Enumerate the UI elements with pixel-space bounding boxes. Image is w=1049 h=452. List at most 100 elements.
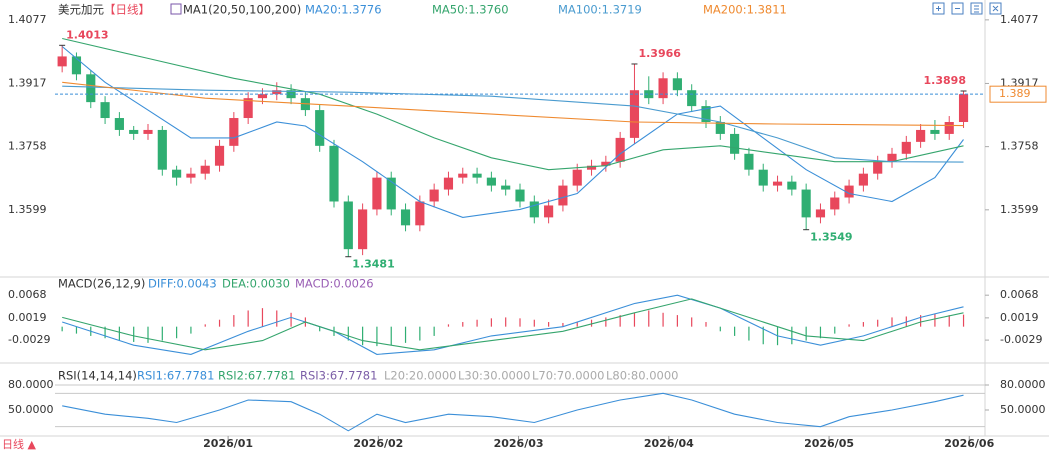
candle-body: [715, 122, 725, 134]
indicator-line: [62, 294, 964, 355]
extreme-label: 1.3481: [352, 258, 394, 271]
candle-body: [958, 94, 969, 123]
indicator-line: [61, 46, 964, 218]
y-tick-label: 80.0000: [8, 378, 54, 391]
indicator-line: [62, 85, 964, 163]
candle-body: [901, 141, 911, 154]
candle-body: [672, 78, 682, 91]
candle-body: [214, 145, 225, 166]
extreme-label: 1.4013: [66, 28, 108, 41]
candle-body: [701, 106, 711, 123]
candle-body: [400, 209, 411, 226]
candle-body: [472, 173, 482, 178]
settings-button[interactable]: [970, 2, 983, 15]
x-tick-label: 2026/04: [644, 437, 694, 450]
candle-body: [86, 74, 96, 103]
legend-label: L70:70.0000: [532, 369, 604, 383]
y-tick-label: 1.3917: [8, 76, 47, 89]
candle-body: [844, 185, 854, 198]
zoom-button[interactable]: [932, 2, 945, 15]
x-tick-label: 2026/01: [203, 437, 253, 450]
candle-body: [873, 161, 883, 174]
candle-body: [644, 90, 654, 99]
candle-body: [243, 98, 253, 119]
period-switch[interactable]: 日线 ▲: [2, 437, 36, 451]
indicator-line: [62, 298, 964, 351]
candle-body: [529, 201, 539, 218]
candle-body: [386, 177, 396, 210]
candle-body: [229, 118, 239, 146]
candle-body: [372, 177, 382, 210]
legend-label: L30:30.0000: [458, 369, 530, 383]
toolbar: [932, 2, 1002, 15]
indicator-line: [62, 81, 964, 127]
candle-body: [615, 137, 625, 162]
legend-label: 【日线】: [104, 3, 150, 17]
y-tick-label: 0.0068: [8, 288, 47, 301]
candle-body: [257, 94, 268, 99]
candle-body: [758, 169, 768, 186]
candle-body: [544, 205, 554, 218]
indicator-line: [62, 392, 964, 432]
y-tick-label: 1.3599: [8, 203, 47, 216]
legend-label: MACD(26,12,9): [58, 277, 145, 291]
candle-body: [429, 189, 439, 202]
candle-body: [501, 185, 511, 190]
candle-body: [744, 153, 754, 170]
candle-body: [658, 78, 668, 99]
legend-label: L80:80.0000: [606, 369, 678, 383]
y-tick-label-right: -0.0029: [1000, 333, 1042, 346]
candle-body: [858, 173, 868, 186]
extreme-label: 1.3966: [638, 47, 681, 60]
toolbar-glyphs: [936, 5, 999, 13]
candle-body: [572, 169, 582, 186]
y-tick-label-right: 1.3599: [1000, 203, 1039, 216]
extreme-label: 1.3549: [810, 231, 852, 244]
candle-body: [586, 165, 597, 170]
legend-label: DEA:0.0030: [222, 277, 290, 291]
candle-body: [930, 129, 940, 134]
x-tick-label: 2026/02: [353, 437, 403, 450]
legend-label: MA100:1.3719: [558, 3, 642, 17]
candle-body: [629, 90, 640, 138]
candle-body: [100, 102, 110, 119]
candle-body: [887, 153, 897, 162]
legend-label: RSI1:67.7781: [137, 369, 214, 383]
candle-body: [315, 110, 325, 146]
y-tick-label: -0.0029: [8, 333, 50, 346]
candle-body: [329, 145, 339, 202]
candle-body: [443, 177, 454, 190]
candle-body: [486, 177, 496, 186]
candle-body: [830, 197, 840, 210]
y-tick-label-right: 1.3758: [1000, 140, 1039, 153]
legend-label: RSI2:67.7781: [218, 369, 295, 383]
legend-label: 美元加元: [58, 3, 104, 17]
legend-label: RSI3:67.7781: [300, 369, 377, 383]
y-tick-label: 0.0019: [8, 311, 47, 324]
candle-body: [815, 209, 826, 218]
legend-label: MACD:0.0026: [295, 277, 374, 291]
y-tick-label-right: 0.0019: [1000, 311, 1039, 324]
candle-body: [57, 56, 67, 67]
reset-button[interactable]: [989, 2, 1002, 15]
candle-body: [730, 133, 740, 154]
y-tick-label: 1.4077: [8, 13, 47, 26]
candle-body: [143, 129, 153, 134]
candle-body: [186, 173, 196, 178]
x-tick-label: 2026/06: [944, 437, 994, 450]
legend-label: DIFF:0.0043: [148, 277, 217, 291]
candle-body: [172, 169, 182, 178]
candle-body: [272, 90, 282, 95]
zoom-out-button[interactable]: [951, 2, 964, 15]
y-tick-label: 50.0000: [8, 403, 54, 416]
candle-body: [772, 181, 783, 186]
legend-label: RSI(14,14,14): [58, 369, 137, 383]
candle-body: [200, 165, 210, 174]
last-price-label: 1.389: [999, 87, 1031, 100]
candle-body: [944, 122, 954, 134]
y-tick-label-right: 50.0000: [1000, 403, 1046, 416]
candle-body: [358, 209, 368, 250]
x-tick-label: 2026/03: [494, 437, 544, 450]
